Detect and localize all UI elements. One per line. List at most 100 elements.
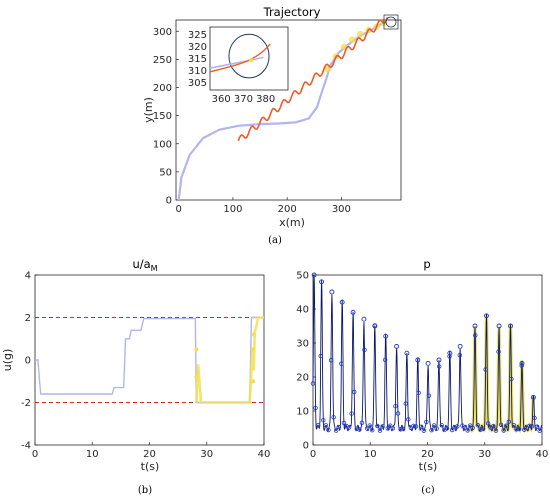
p-data-marker	[537, 428, 542, 433]
p-data-marker	[339, 361, 344, 366]
y-tick-label: 0	[25, 356, 31, 367]
acceleration-title: u/aM	[132, 257, 157, 273]
p-data-marker	[434, 426, 439, 431]
yellow-marker	[324, 66, 332, 73]
inset-target-line	[209, 43, 271, 73]
inset-yellow-marker	[249, 57, 254, 63]
p-data-marker	[331, 415, 336, 420]
x-tick-label: 30	[200, 449, 213, 460]
p-data-marker	[380, 424, 385, 429]
trajectory-plot-area	[177, 16, 397, 201]
caption-b: (b)	[138, 485, 152, 496]
x-tick-label: 40	[536, 449, 549, 460]
p-data-marker	[475, 423, 481, 428]
p-data-marker	[491, 423, 496, 429]
acceleration-axes-box	[34, 274, 265, 446]
p-data-marker	[413, 424, 419, 429]
p-data-marker	[465, 428, 470, 433]
inset-interceptor-line	[209, 56, 264, 69]
p-plot-area	[310, 272, 543, 434]
p-data-marker	[390, 426, 396, 431]
p-peak-marker	[394, 343, 400, 349]
p-data-marker	[359, 420, 365, 425]
y-tick-label: -2	[21, 398, 31, 409]
x-tick-label: 10	[364, 449, 377, 460]
p-data-marker	[429, 428, 434, 433]
p-data-marker	[496, 349, 501, 354]
p-data-marker	[511, 423, 517, 428]
p-data-marker	[403, 401, 408, 406]
p-data-marker	[385, 426, 390, 431]
p-data-marker	[341, 420, 347, 426]
p-data-marker	[504, 423, 509, 428]
p-ticks: 0 10 20 30 40 0 10 20 30 40 50	[296, 271, 548, 461]
p-data-marker	[421, 428, 426, 433]
x-tick-label: 30	[478, 449, 491, 460]
p-data-marker	[357, 427, 362, 432]
inset-x-tick-label: 360	[212, 94, 231, 105]
y-tick-label: 300	[153, 27, 172, 38]
p-data-marker	[478, 427, 483, 432]
trajectory-ticks: 0 100 200 300 0 50 100 150 200 250 300	[153, 27, 351, 215]
p-data-marker	[406, 417, 411, 422]
p-data-marker	[506, 419, 511, 425]
p-data-marker	[524, 425, 530, 431]
yellow-marker	[357, 30, 364, 38]
p-data-marker	[398, 427, 403, 432]
p-peak-marker	[383, 333, 389, 339]
inset-x-tick-label: 380	[256, 94, 275, 105]
y-tick-label: 30	[296, 339, 309, 350]
x-tick-label: 10	[86, 449, 99, 460]
p-data-marker	[411, 423, 416, 429]
acceleration-panel: u/aM 0 10 20 30 40 -4 -2 0 2 4 t(s) u(g) (b)	[1, 257, 270, 496]
x-tick-label: 40	[258, 449, 271, 460]
p-data-marker	[416, 390, 421, 396]
p-data-marker	[323, 423, 329, 428]
p-line	[312, 274, 543, 432]
y-tick-label: 40	[296, 305, 309, 316]
y-tick-label: 200	[153, 83, 172, 94]
p-data-marker	[485, 421, 491, 426]
p-data-marker	[426, 393, 432, 398]
p-data-marker	[375, 423, 380, 429]
p-data-marker	[462, 425, 468, 430]
p-peak-marker	[339, 299, 345, 305]
p-data-marker	[336, 424, 341, 430]
p-data-marker	[318, 353, 323, 359]
p-peak-marker	[404, 350, 410, 356]
p-data-marker	[457, 352, 463, 358]
acceleration-plot-area	[35, 316, 264, 404]
inset-y-tick-label: 325	[188, 30, 207, 41]
p-data-marker	[419, 424, 424, 430]
p-data-marker	[529, 423, 535, 429]
p-data-marker	[444, 426, 450, 431]
p-data-marker	[532, 415, 537, 421]
p-data-marker	[328, 358, 334, 363]
y-tick-label: 150	[153, 111, 172, 122]
p-peak-marker	[484, 313, 489, 319]
y-tick-label: 100	[153, 139, 172, 150]
p-data-marker	[501, 428, 506, 433]
y-tick-label: 250	[153, 55, 172, 66]
p-peak-marker	[508, 323, 513, 329]
acceleration-title-main: u/a	[132, 257, 150, 271]
inset-y-tick-label: 310	[188, 66, 207, 77]
inset-y-tick-label: 320	[188, 42, 207, 53]
zoom-region-box	[383, 14, 399, 30]
p-data-marker	[431, 423, 437, 428]
p-data-marker	[498, 422, 504, 427]
p-data-marker	[382, 357, 388, 362]
inset-y-tick-label: 305	[188, 78, 207, 89]
p-data-marker	[449, 427, 455, 433]
y-tick-label: 2	[25, 313, 31, 324]
p-peak-marker	[425, 360, 431, 366]
y-tick-label: 20	[296, 373, 309, 384]
yellow-marker	[349, 36, 356, 43]
x-tick-label: 200	[278, 204, 297, 215]
p-data-marker	[480, 426, 486, 431]
acceleration-title-subscript: M	[151, 264, 158, 273]
interceptor-trajectory-line	[177, 21, 386, 201]
p-data-marker	[370, 428, 375, 433]
